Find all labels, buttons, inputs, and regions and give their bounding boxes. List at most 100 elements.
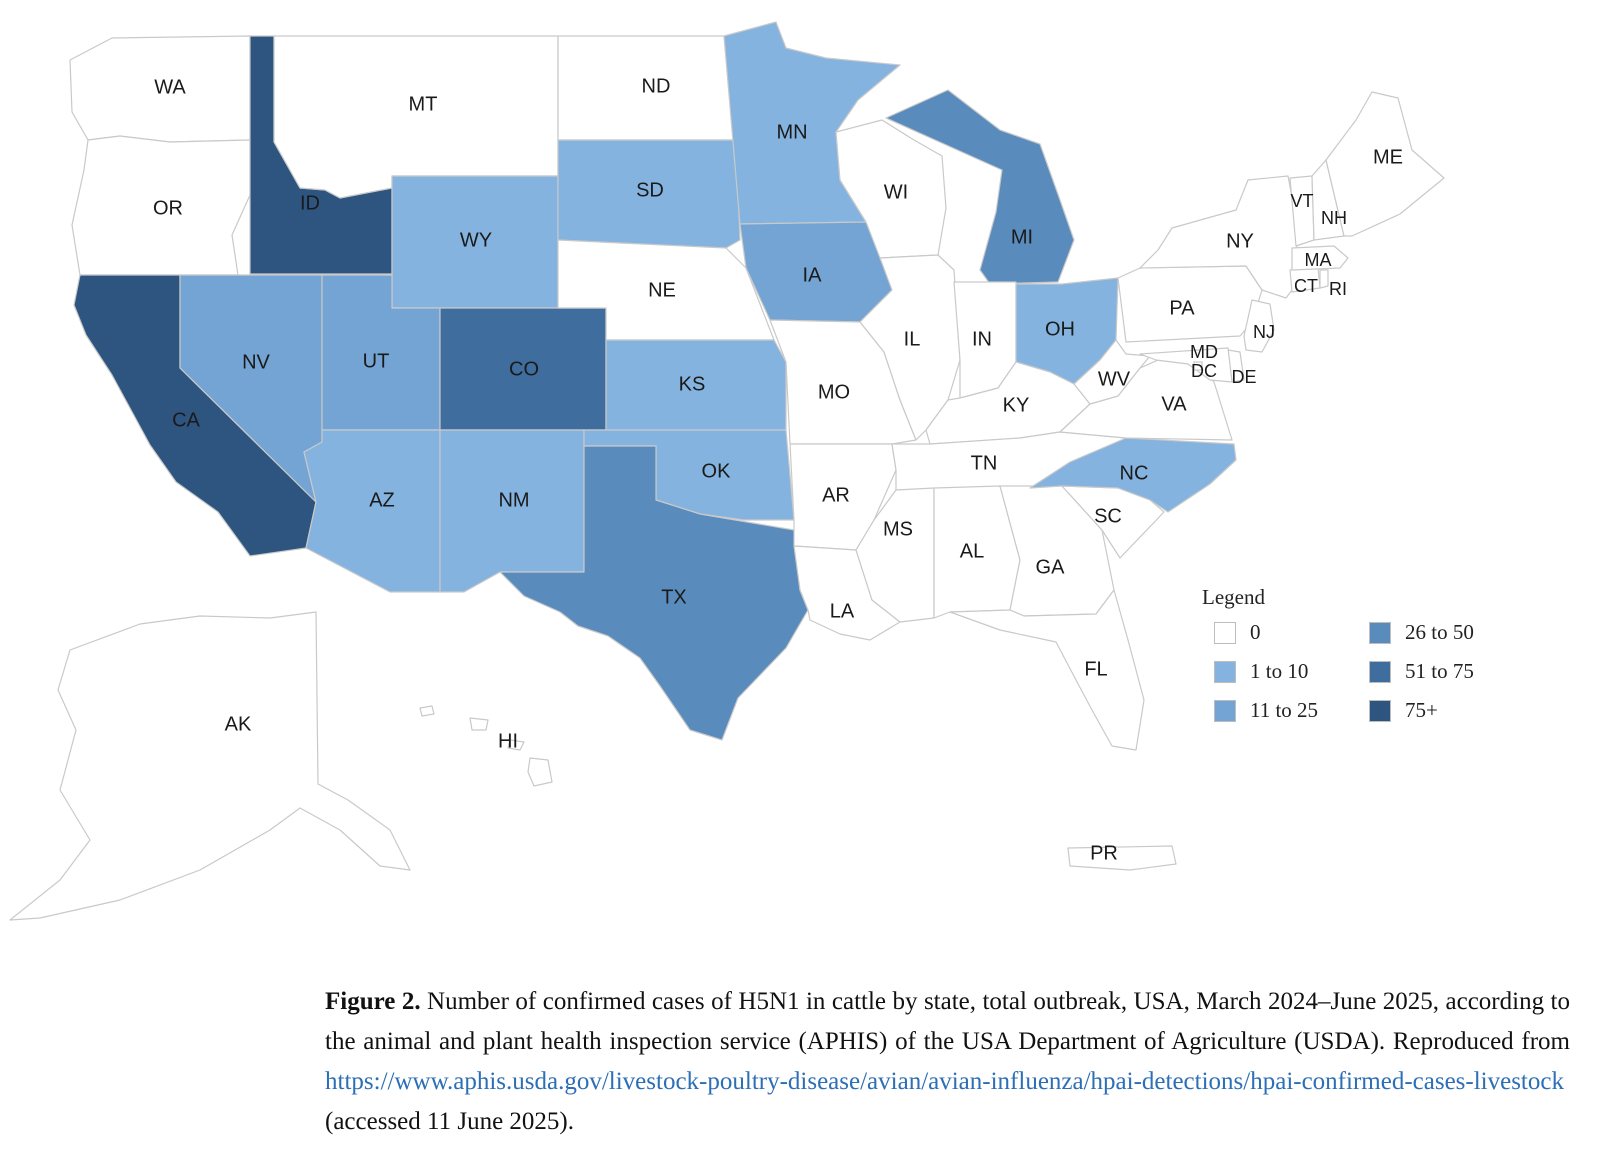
state-fl xyxy=(949,589,1145,751)
legend-label-26-to-50: 26 to 50 xyxy=(1405,620,1474,644)
state-label-md: MD xyxy=(1190,342,1218,362)
state-label-ne: NE xyxy=(648,279,676,301)
state-label-sd: SD xyxy=(636,179,664,201)
state-labels: WA OR CA ID NV MT WY UT AZ CO NM ND SD NE KS OK TX MN IA MO… xyxy=(153,75,1403,864)
state-label-sc: SC xyxy=(1094,505,1122,527)
state-me xyxy=(1325,91,1445,237)
state-label-mt: MT xyxy=(409,93,438,115)
state-label-oh: OH xyxy=(1045,318,1075,340)
state-label-ca: CA xyxy=(172,409,200,431)
state-shapes xyxy=(9,21,1445,921)
state-label-tx: TX xyxy=(661,586,687,608)
state-label-ks: KS xyxy=(679,373,706,395)
state-sd xyxy=(557,139,741,249)
state-label-ia: IA xyxy=(803,264,823,286)
legend-label-75-plus: 75+ xyxy=(1405,698,1438,722)
state-ms xyxy=(855,487,935,623)
state-label-dc: DC xyxy=(1191,361,1217,381)
legend-swatch-1-to-10 xyxy=(1214,660,1236,683)
legend-swatch-0 xyxy=(1214,621,1236,644)
source-link[interactable]: https://www.aphis.usda.gov/livestock-pou… xyxy=(325,1068,1564,1095)
state-label-pa: PA xyxy=(1169,297,1195,319)
state-ks xyxy=(605,339,787,431)
state-label-ky: KY xyxy=(1003,394,1030,416)
state-label-nv: NV xyxy=(242,351,270,373)
state-label-nj: NJ xyxy=(1253,322,1275,342)
legend-title: Legend xyxy=(1202,585,1265,609)
state-or xyxy=(71,135,251,276)
state-label-ri: RI xyxy=(1329,279,1347,299)
legend-item-75-plus: 75+ xyxy=(1369,698,1438,723)
state-label-nh: NH xyxy=(1321,208,1347,228)
state-ri xyxy=(1319,269,1329,289)
state-label-ma: MA xyxy=(1305,250,1332,270)
state-label-wi: WI xyxy=(884,181,908,203)
state-label-ut: UT xyxy=(363,350,390,372)
map-canvas: WA OR CA ID NV MT WY UT AZ CO NM ND SD NE KS OK TX MN IA MO… xyxy=(9,21,1445,921)
state-dc xyxy=(1193,361,1203,371)
figure-caption: Figure 2. Number of confirmed cases of H… xyxy=(325,982,1570,1142)
state-wi xyxy=(835,119,947,259)
state-label-ct: CT xyxy=(1294,276,1318,296)
state-label-ms: MS xyxy=(883,518,913,540)
state-label-co: CO xyxy=(509,358,539,380)
state-md xyxy=(1139,347,1233,383)
legend-item-0: 0 xyxy=(1214,620,1261,645)
us-choropleth-map: WA OR CA ID NV MT WY UT AZ CO NM ND SD NE KS OK TX MN IA MO… xyxy=(9,21,1522,921)
state-ma xyxy=(1291,245,1349,271)
state-label-va: VA xyxy=(1161,393,1187,415)
state-label-ok: OK xyxy=(702,460,732,482)
state-label-la: LA xyxy=(830,600,855,622)
state-label-ga: GA xyxy=(1036,556,1066,578)
state-mi xyxy=(885,89,1075,285)
caption-accessed: (accessed 11 June 2025). xyxy=(325,1108,574,1135)
state-label-al: AL xyxy=(960,540,984,562)
state-label-tn: TN xyxy=(971,452,998,474)
legend-label-51-to-75: 51 to 75 xyxy=(1405,659,1474,683)
state-label-de: DE xyxy=(1231,367,1256,387)
state-label-az: AZ xyxy=(369,489,395,511)
state-hi xyxy=(419,705,553,787)
legend-swatch-11-to-25 xyxy=(1214,699,1236,722)
legend: Legend 0 1 to 10 11 to 25 26 to 50 51 to… xyxy=(1202,585,1522,735)
state-label-fl: FL xyxy=(1084,658,1107,680)
state-nc xyxy=(1029,437,1237,513)
state-label-ny: NY xyxy=(1226,230,1254,252)
legend-item-26-to-50: 26 to 50 xyxy=(1369,620,1474,645)
state-il xyxy=(859,254,961,441)
state-label-ak: AK xyxy=(225,713,252,735)
legend-swatch-51-to-75 xyxy=(1369,660,1391,683)
state-label-nd: ND xyxy=(642,75,671,97)
state-label-me: ME xyxy=(1373,146,1403,168)
legend-item-51-to-75: 51 to 75 xyxy=(1369,659,1474,684)
state-pr xyxy=(1067,845,1177,871)
legend-label-1-to-10: 1 to 10 xyxy=(1250,659,1309,683)
legend-label-11-to-25: 11 to 25 xyxy=(1250,698,1319,722)
legend-item-1-to-10: 1 to 10 xyxy=(1214,659,1308,684)
state-label-hi: HI xyxy=(498,730,518,752)
state-label-ar: AR xyxy=(822,484,850,506)
legend-item-11-to-25: 11 to 25 xyxy=(1214,698,1318,723)
state-label-il: IL xyxy=(904,328,921,350)
state-ak xyxy=(9,611,411,921)
state-label-id: ID xyxy=(300,192,320,214)
state-label-nc: NC xyxy=(1120,462,1149,484)
state-label-wy: WY xyxy=(460,229,492,251)
state-label-or: OR xyxy=(153,197,183,219)
state-label-pr: PR xyxy=(1090,842,1118,864)
state-label-wv: WV xyxy=(1098,368,1131,390)
state-tx xyxy=(499,445,809,741)
caption-text: Number of confirmed cases of H5N1 in cat… xyxy=(325,988,1570,1055)
state-mt xyxy=(273,35,559,199)
figure-label: Figure 2. xyxy=(325,988,421,1015)
state-label-vt: VT xyxy=(1290,191,1313,211)
legend-swatch-26-to-50 xyxy=(1369,621,1391,644)
state-label-mn: MN xyxy=(776,121,807,143)
state-label-in: IN xyxy=(972,328,992,350)
legend-label-0: 0 xyxy=(1250,620,1261,644)
state-label-wa: WA xyxy=(154,76,186,98)
state-label-mi: MI xyxy=(1011,226,1033,248)
state-label-mo: MO xyxy=(818,381,850,403)
legend-swatch-75-plus xyxy=(1369,699,1391,722)
state-label-nm: NM xyxy=(498,489,529,511)
